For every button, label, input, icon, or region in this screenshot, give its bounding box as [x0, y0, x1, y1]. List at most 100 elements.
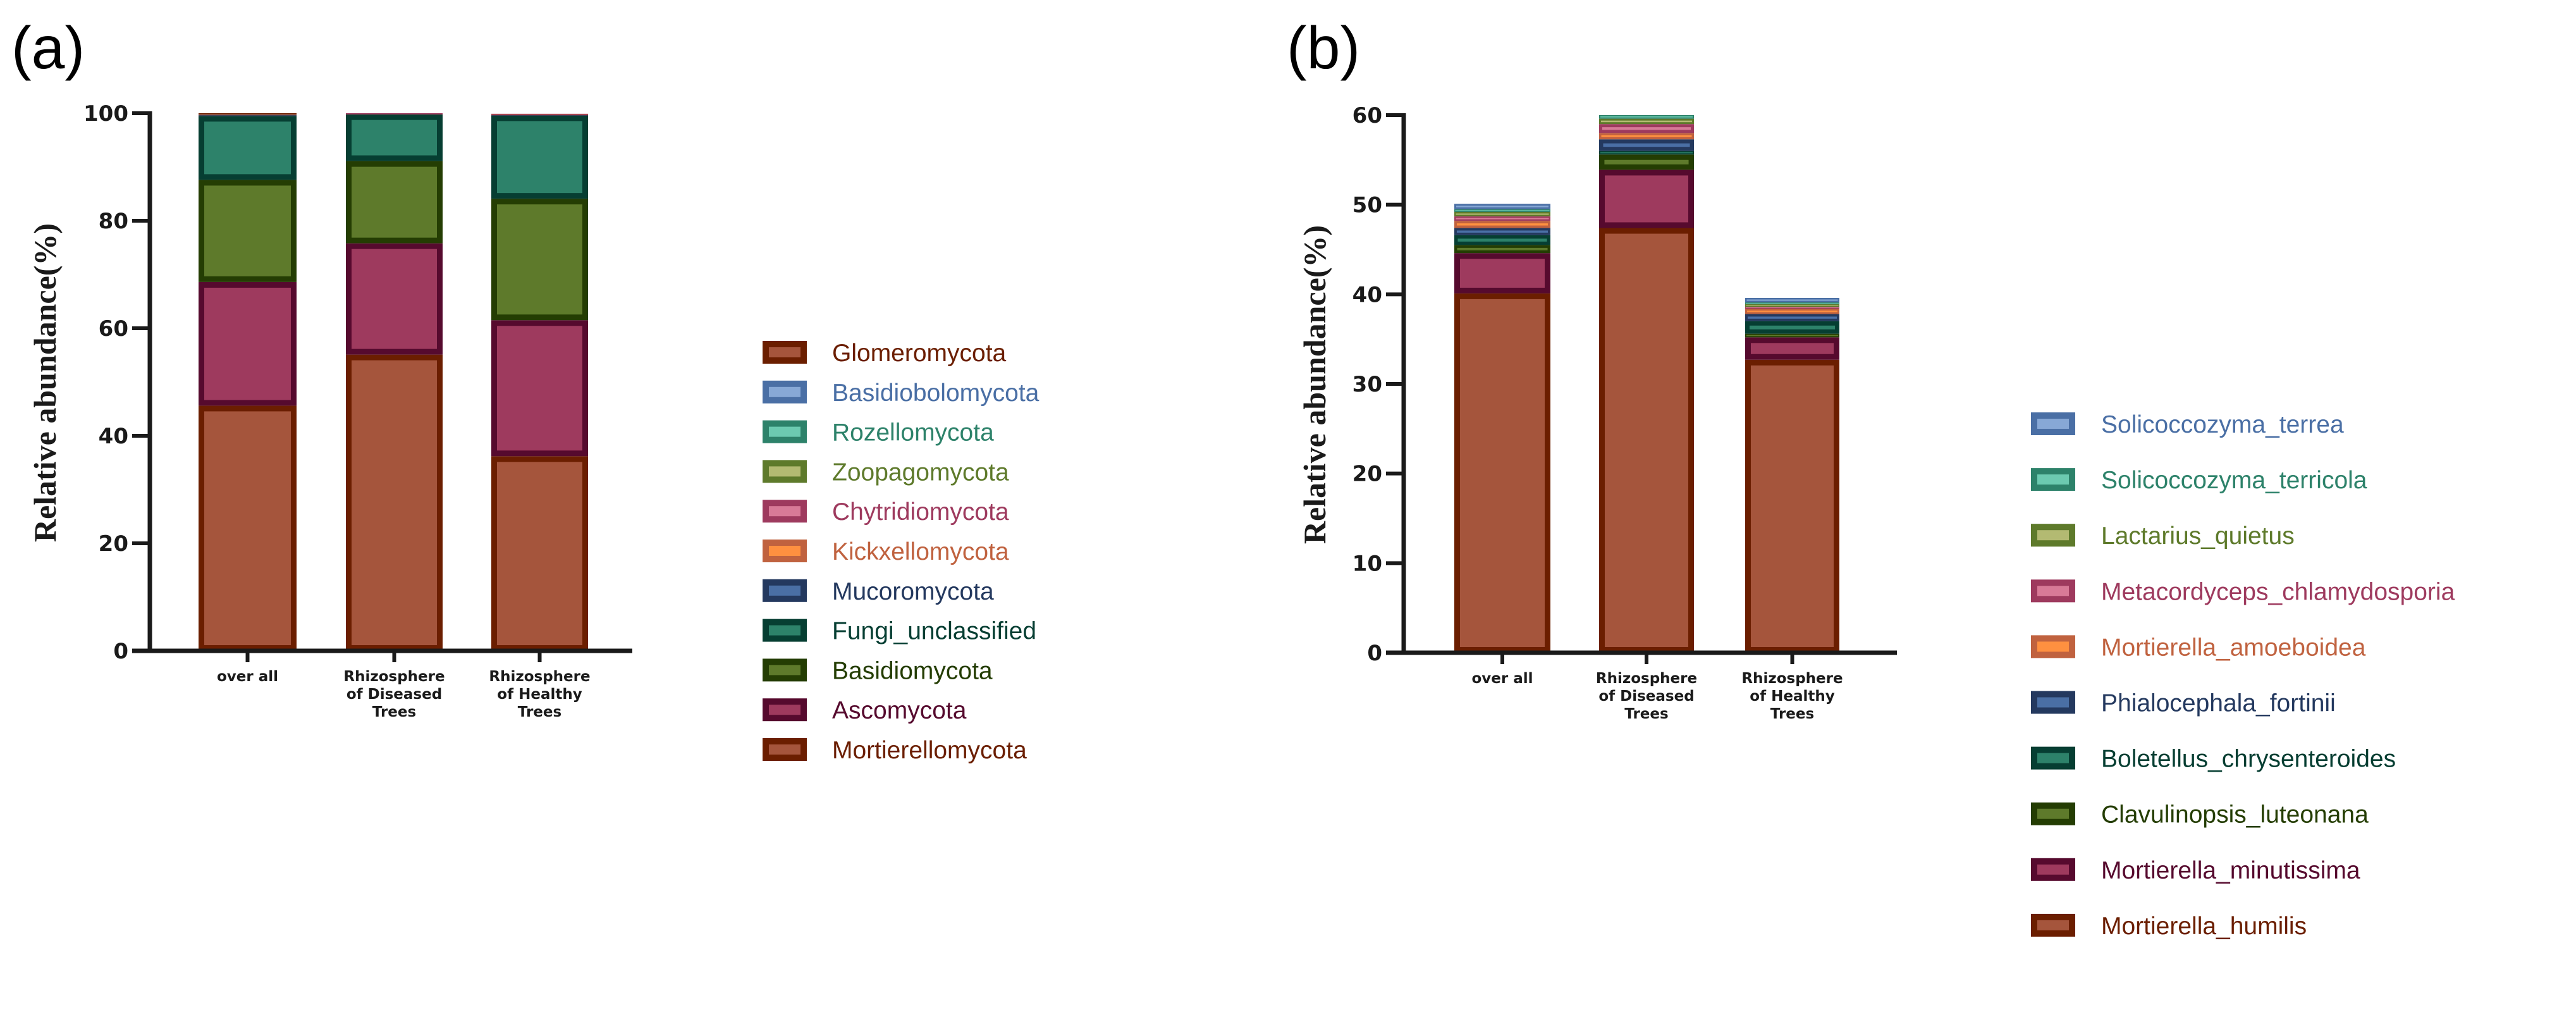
legend-label: Clavulinopsis_luteonana [2101, 801, 2369, 829]
legend-swatch [763, 341, 807, 364]
bar-segment [1599, 154, 1695, 170]
y-axis-label-a: Relative abundance(%) [27, 223, 63, 542]
legend-swatch [2031, 746, 2075, 770]
legend-label: Solicoccozyma_terrea [2101, 411, 2344, 438]
legend-label: Kickxellomycota [832, 538, 1009, 565]
bar-segment [199, 405, 297, 651]
panel-label-a: (a) [11, 15, 85, 82]
y-tick-label: 50 [1352, 193, 1382, 218]
y-tick-label: 60 [99, 316, 128, 342]
legend-swatch [763, 380, 807, 404]
legend-label: Phialocephala_fortinii [2101, 690, 2336, 717]
bar-segment [1599, 118, 1695, 125]
x-tick-label: Trees [372, 704, 416, 720]
legend-label: Glomeromycota [832, 340, 1007, 367]
legend-swatch [763, 579, 807, 602]
bar-segment [346, 114, 443, 161]
legend-label: Mortierellomycota [832, 737, 1027, 764]
legend-label: Ascomycota [832, 697, 967, 724]
x-tick-label: Trees [1624, 706, 1668, 722]
legend-swatch [763, 619, 807, 642]
y-tick-label: 20 [99, 531, 128, 557]
legend-label: Fungi_unclassified [832, 618, 1036, 645]
bar-segment [1598, 139, 1694, 151]
bar-segment [199, 116, 297, 180]
x-tick-label: of Healthy [1750, 688, 1834, 705]
x-tick-label: Rhizosphere [489, 669, 590, 685]
legend-label: Basidiomycota [832, 657, 993, 684]
bar-segment [1598, 133, 1694, 140]
legend-swatch [2031, 635, 2075, 658]
legend-label: Basidiobolomycota [832, 379, 1040, 407]
bar-segment [1745, 333, 1840, 338]
legend-swatch [763, 738, 807, 761]
bar-segment [1454, 253, 1550, 293]
legend-swatch [763, 540, 807, 562]
legend-swatch [2031, 524, 2075, 547]
bar-segment [491, 199, 588, 321]
legend-label: Solicoccozyma_terricola [2101, 467, 2367, 494]
y-tick-label: 60 [1352, 103, 1382, 128]
bar-segment [1745, 302, 1839, 304]
bar-segment [1454, 228, 1551, 235]
bar-segment [1745, 308, 1840, 314]
y-tick-label: 80 [99, 209, 128, 234]
x-tick-label: Trees [518, 704, 561, 720]
bar-segment [1599, 170, 1694, 228]
x-tick-label: over all [217, 669, 278, 685]
legend-label: Metacordyceps_chlamydosporia [2101, 578, 2455, 605]
y-tick-label: 10 [1352, 551, 1382, 576]
legend-label: Chytridiomycota [832, 498, 1009, 526]
bar-segment [346, 161, 443, 244]
x-tick-label: Rhizosphere [343, 669, 445, 685]
x-tick-label: Rhizosphere [1741, 670, 1843, 687]
y-tick-label: 20 [1352, 462, 1382, 487]
legend-label: Mortierella_minutissima [2101, 857, 2360, 884]
x-tick-label: Trees [1770, 706, 1814, 722]
legend-swatch [2031, 691, 2075, 714]
bar-segment [491, 115, 588, 199]
bar-segment [1454, 221, 1551, 228]
y-tick-label: 30 [1352, 372, 1382, 397]
legend-label: Zoopagomycota [832, 459, 1009, 486]
bar-segment [1454, 209, 1550, 212]
x-tick-label: over all [1471, 670, 1533, 687]
bar-segment [1454, 212, 1550, 217]
legend-swatch [2031, 579, 2075, 603]
bar-segment [199, 281, 297, 406]
bar-segment [1599, 115, 1695, 119]
bar-segment [1454, 235, 1550, 245]
bar-segment [1745, 314, 1840, 321]
x-tick-label: of Healthy [497, 686, 582, 703]
bar-segment [1454, 245, 1550, 254]
bar-segment [1745, 337, 1839, 360]
bar-segment [1599, 151, 1695, 155]
panel-label-b: (b) [1287, 15, 1360, 82]
bar-segment [1745, 304, 1839, 307]
y-tick-label: 0 [113, 639, 128, 664]
bar-segment [199, 180, 297, 282]
legend-swatch [2031, 412, 2075, 435]
legend-swatch [763, 460, 807, 483]
legend-swatch [2031, 468, 2075, 491]
legend-label: Lactarius_quietus [2101, 522, 2295, 550]
legend-label: Boletellus_chrysenteroides [2101, 746, 2396, 773]
y-tick-label: 100 [83, 101, 128, 126]
x-tick-label: of Diseased [347, 686, 442, 703]
legend-swatch [2031, 802, 2075, 825]
y-tick-label: 0 [1367, 641, 1382, 666]
bar-segment [1745, 321, 1840, 334]
bar-segment [1745, 307, 1839, 309]
bar-segment [1454, 204, 1551, 209]
bar-segment [346, 354, 443, 651]
legend-swatch [763, 698, 807, 722]
legend-swatch [763, 420, 807, 443]
bar-segment [491, 456, 588, 651]
legend-swatch [2031, 913, 2075, 937]
bar-segment [346, 243, 443, 355]
y-axis-label-b: Relative abundance(%) [1297, 225, 1332, 544]
legend-b: Solicoccozyma_terrea Solicoccozyma_terric… [2031, 411, 2455, 940]
bar-segment [1454, 293, 1550, 653]
